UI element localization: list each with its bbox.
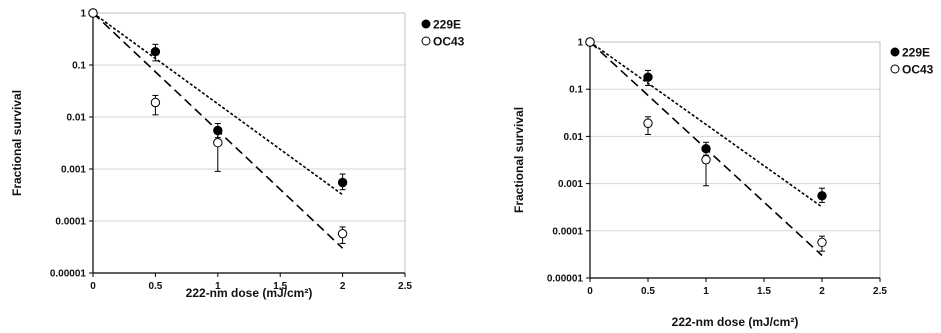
data-point-229e — [817, 191, 827, 201]
y-tick-label: 0.001 — [558, 179, 583, 190]
x-tick-label: 0 — [90, 281, 96, 292]
x-tick-label: 1.5 — [757, 286, 771, 297]
data-point-oc43 — [337, 228, 348, 239]
y-tick-label: 0.0001 — [552, 226, 583, 237]
y-tick-label: 0.00001 — [50, 269, 87, 280]
legend-label-oc43: OC43 — [433, 35, 465, 49]
y-tick-label: 1 — [577, 38, 583, 49]
data-point-229e — [337, 177, 348, 188]
legend-marker-229e — [421, 19, 431, 29]
x-tick-label: 1.5 — [273, 281, 287, 292]
y-tick-label: 0.01 — [564, 132, 584, 143]
data-point-oc43 — [88, 8, 98, 18]
data-point-229e — [643, 72, 653, 82]
y-tick-label: 0.0001 — [55, 217, 86, 228]
data-point-oc43 — [585, 37, 595, 47]
y-axis-label: Fractional survival — [512, 107, 526, 213]
fit-line-229e — [92, 12, 344, 196]
legend-marker-oc43 — [421, 36, 431, 46]
x-tick-label: 2 — [340, 281, 346, 292]
x-tick-label: 1 — [703, 286, 709, 297]
legend-marker-oc43 — [890, 64, 900, 74]
data-point-oc43 — [150, 97, 161, 108]
y-tick-label: 0.1 — [569, 85, 583, 96]
y-tick-label: 0.001 — [61, 165, 86, 176]
legend-label-229e: 229E — [902, 46, 930, 60]
data-point-oc43 — [213, 138, 223, 148]
plot-area-border — [589, 41, 881, 279]
data-point-oc43 — [817, 237, 827, 248]
data-point-oc43 — [643, 118, 653, 128]
y-tick-label: 1 — [80, 9, 86, 20]
data-point-229e — [150, 47, 161, 57]
fit-line-229e — [589, 41, 823, 208]
x-tick-label: 2.5 — [873, 286, 887, 297]
y-axis-label: Fractional survival — [10, 90, 24, 196]
x-tick-label: 2.5 — [398, 281, 412, 292]
y-tick-label: 0.1 — [72, 61, 86, 72]
x-tick-label: 0 — [587, 286, 593, 297]
legend-marker-229e — [890, 47, 900, 57]
x-tick-label: 0.5 — [641, 286, 655, 297]
x-axis-label: 222-nm dose (mJ/cm²) — [186, 286, 313, 300]
data-point-oc43 — [701, 155, 711, 165]
x-tick-label: 2 — [819, 286, 825, 297]
legend-label-oc43: OC43 — [902, 63, 934, 77]
y-tick-label: 0.01 — [67, 113, 87, 124]
plot-area-border — [92, 12, 406, 274]
x-tick-label: 1 — [215, 281, 221, 292]
x-tick-label: 0.5 — [148, 281, 162, 292]
x-axis-label: 222-nm dose (mJ/cm²) — [672, 315, 799, 329]
legend-label-229e: 229E — [433, 18, 461, 32]
y-tick-label: 0.00001 — [547, 274, 584, 285]
